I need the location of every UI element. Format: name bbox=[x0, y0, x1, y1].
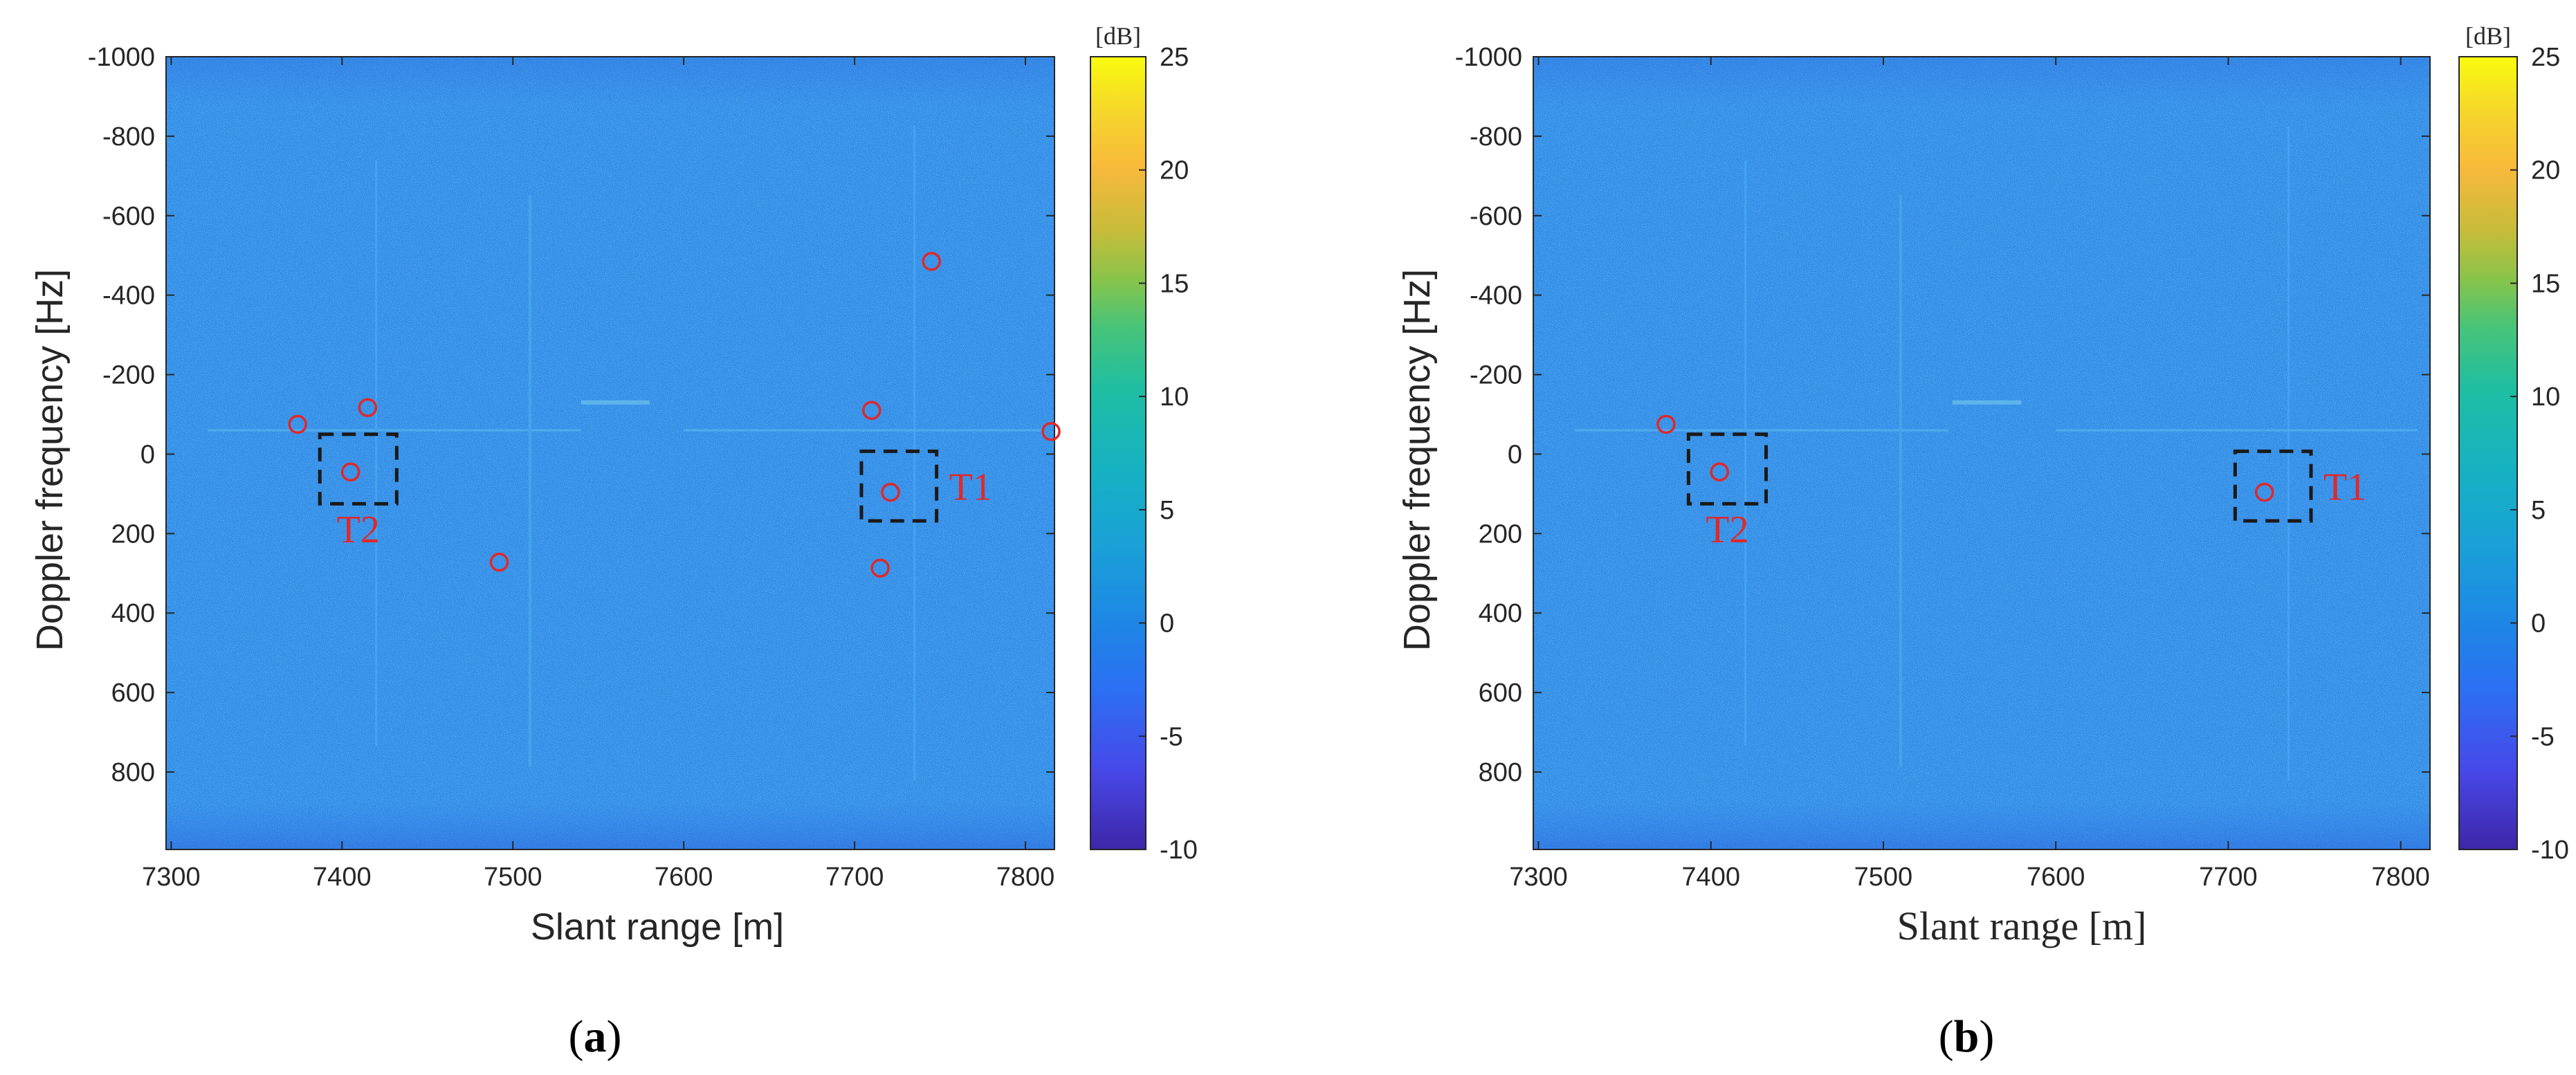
x-axis-label: Slant range [m] bbox=[1897, 903, 2147, 948]
x-tick-label: 7400 bbox=[313, 863, 372, 892]
colorbar-frame bbox=[2458, 56, 2518, 850]
colorbar-tick-label: -10 bbox=[2531, 836, 2569, 865]
y-tick-label: -600 bbox=[102, 202, 155, 231]
target-box-t2 bbox=[318, 432, 399, 506]
colorbar-tick-label: 20 bbox=[2531, 156, 2560, 185]
detection-marker bbox=[288, 414, 307, 434]
y-tick-label: -200 bbox=[1470, 361, 1522, 390]
detection-marker bbox=[862, 401, 881, 420]
target-box-t1 bbox=[2233, 449, 2313, 523]
detection-marker bbox=[1041, 421, 1061, 441]
axes-frame bbox=[165, 56, 1055, 850]
detection-marker bbox=[922, 252, 941, 271]
panel-label-letter: b bbox=[1954, 1011, 1980, 1062]
detection-marker bbox=[358, 398, 378, 417]
colorbar-tick-label: -5 bbox=[2531, 722, 2555, 751]
x-tick-label: 7600 bbox=[2027, 863, 2085, 892]
y-tick-label: 0 bbox=[140, 440, 155, 469]
y-tick-label: -200 bbox=[102, 361, 155, 390]
y-tick-label: 800 bbox=[1479, 758, 1522, 787]
detection-marker bbox=[489, 552, 509, 572]
colorbar-tick-label: 15 bbox=[1160, 269, 1189, 298]
x-tick-label: 7800 bbox=[2371, 863, 2430, 892]
detection-marker bbox=[340, 462, 360, 482]
target-box-t1 bbox=[859, 449, 939, 523]
colorbar-gradient bbox=[2459, 57, 2517, 849]
detection-marker bbox=[2254, 482, 2274, 502]
colorbar-tick-label: 5 bbox=[1160, 496, 1174, 525]
axes-frame bbox=[1533, 56, 2431, 850]
panel-label: (b) bbox=[1939, 1011, 1995, 1062]
colorbar: -10 -5 0 5 10 15 20 25 [dB] bbox=[1090, 22, 1198, 865]
y-tick-label: -1000 bbox=[88, 43, 155, 72]
target-label-t1: T1 bbox=[2323, 466, 2366, 509]
y-tick-label: 0 bbox=[1508, 440, 1522, 469]
colorbar-gradient bbox=[1090, 57, 1146, 849]
detection-marker bbox=[1710, 462, 1729, 482]
y-tick-label: 600 bbox=[111, 679, 155, 708]
colorbar-tick-label: 5 bbox=[2531, 496, 2546, 525]
target-label-t2: T2 bbox=[1706, 508, 1748, 551]
y-tick-label: -400 bbox=[102, 282, 155, 311]
y-tick-label: -400 bbox=[1470, 282, 1522, 311]
colorbar-tick-label: -10 bbox=[1160, 836, 1198, 865]
x-tick-label: 7400 bbox=[1681, 863, 1740, 892]
y-tick-label: -1000 bbox=[1455, 43, 1522, 72]
colorbar-tick-label: 25 bbox=[1160, 43, 1189, 72]
y-tick-label: 200 bbox=[1479, 520, 1522, 549]
target-label-t1: T1 bbox=[949, 466, 992, 509]
colorbar-unit-label: [dB] bbox=[1095, 22, 1141, 50]
x-tick-label: 7300 bbox=[1509, 863, 1568, 892]
detection-marker bbox=[881, 482, 900, 502]
x-tick-label: 7300 bbox=[142, 863, 201, 892]
colorbar-tick-label: 0 bbox=[1160, 609, 1174, 638]
x-tick-label: 7500 bbox=[484, 863, 542, 892]
plot-area bbox=[1533, 57, 2430, 849]
y-tick-label: -800 bbox=[102, 122, 155, 151]
y-axis-label: Doppler frequency [Hz] bbox=[1396, 269, 1438, 651]
target-label-t2: T2 bbox=[337, 508, 380, 551]
panel-label-letter: a bbox=[584, 1011, 607, 1062]
colorbar-tick-label: 0 bbox=[2531, 609, 2546, 638]
target-box-t2 bbox=[1686, 432, 1768, 506]
panel-label-open-paren: ( bbox=[569, 1011, 584, 1062]
colorbar-tick-label: 15 bbox=[2531, 269, 2560, 298]
x-tick-label: 7800 bbox=[996, 863, 1055, 892]
x-tick-label: 7700 bbox=[825, 863, 884, 892]
x-tick-label: 7700 bbox=[2199, 863, 2258, 892]
x-tick-label: 7600 bbox=[655, 863, 713, 892]
colorbar: -10 -5 0 5 10 15 20 25 [dB] bbox=[2458, 22, 2569, 865]
colorbar-frame bbox=[1090, 56, 1147, 850]
panel-label-close-paren: ) bbox=[607, 1011, 622, 1062]
x-tick-label: 7500 bbox=[1854, 863, 1913, 892]
colorbar-tick-label: 10 bbox=[2531, 383, 2560, 412]
x-axis-label: Slant range [m] bbox=[531, 906, 784, 948]
y-axis-label: Doppler frequency [Hz] bbox=[29, 269, 71, 651]
y-tick-label: 800 bbox=[111, 758, 155, 787]
y-tick-label: -600 bbox=[1470, 202, 1522, 231]
colorbar-tick-label: 20 bbox=[1160, 156, 1189, 185]
colorbar-tick-label: -5 bbox=[1160, 722, 1183, 751]
panel-label-close-paren: ) bbox=[1979, 1011, 1994, 1062]
panel-label: (a) bbox=[569, 1011, 622, 1062]
sidelobe-streaks bbox=[1575, 126, 2418, 780]
panel-label-open-paren: ( bbox=[1939, 1011, 1954, 1062]
y-tick-label: 600 bbox=[1479, 679, 1522, 708]
sidelobe-streaks bbox=[208, 126, 1043, 780]
colorbar-unit-label: [dB] bbox=[2465, 22, 2511, 50]
heatmap-edge-fade bbox=[1533, 57, 2430, 849]
y-tick-label: -800 bbox=[1470, 122, 1522, 151]
colorbar-tick-label: 10 bbox=[1160, 383, 1189, 412]
heatmap-edge-fade bbox=[166, 57, 1054, 849]
colorbar-tick-label: 25 bbox=[2531, 43, 2560, 72]
detection-marker bbox=[870, 558, 890, 578]
y-tick-label: 400 bbox=[111, 599, 155, 628]
y-tick-label: 400 bbox=[1479, 599, 1522, 628]
plot-area bbox=[166, 57, 1054, 849]
y-tick-label: 200 bbox=[111, 520, 155, 549]
detection-marker bbox=[1656, 414, 1676, 434]
